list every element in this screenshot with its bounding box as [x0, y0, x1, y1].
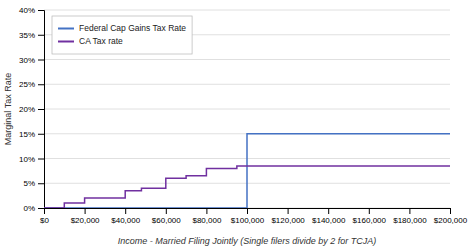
tick: $40,000: [111, 208, 140, 225]
tick-label: $160,000: [353, 216, 387, 225]
tick-mark: [125, 208, 126, 214]
tick-mark: [166, 208, 167, 214]
tick-mark: [288, 208, 289, 214]
tick-mark: [38, 159, 44, 160]
tick: 0%: [23, 204, 44, 213]
tick-mark: [38, 208, 44, 209]
tick-label: 20%: [19, 105, 35, 114]
legend-item: Federal Cap Gains Tax Rate: [58, 23, 186, 33]
grid-line: [44, 109, 450, 110]
tick: 40%: [19, 6, 44, 15]
tick-mark: [409, 208, 410, 214]
tick: 10%: [19, 155, 44, 164]
legend-box: [52, 16, 192, 54]
tick-mark: [38, 60, 44, 61]
tick: 5%: [23, 179, 44, 188]
tick-label: $100,000: [231, 216, 265, 225]
tick: 15%: [19, 130, 44, 139]
y-axis: 0% 5% 10% 15% 20% 25% 30% 35% 40%: [19, 6, 45, 213]
tick: $80,000: [192, 208, 221, 225]
legend: Federal Cap Gains Tax Rate CA Tax rate: [52, 16, 192, 54]
grid-line: [44, 84, 450, 85]
tick-label: $180,000: [393, 216, 427, 225]
tick-mark: [206, 208, 207, 214]
legend-swatch: [58, 28, 74, 30]
tick: 35%: [19, 31, 44, 40]
tick-mark: [38, 109, 44, 110]
legend-item: CA Tax rate: [58, 36, 123, 46]
x-axis: $0 $20,000 $40,000 $60,000 $80,000 $100,000 $1…: [40, 208, 468, 225]
series-line: [44, 166, 450, 208]
tick: $200,000: [434, 208, 468, 225]
tick: $60,000: [152, 208, 181, 225]
tick: 20%: [19, 105, 44, 114]
grid: [44, 10, 450, 208]
grid-line: [44, 59, 450, 60]
tick-mark: [450, 208, 451, 214]
tick-mark: [85, 208, 86, 214]
tick-label: $80,000: [192, 216, 221, 225]
tick: 30%: [19, 56, 44, 65]
tick-label: $20,000: [71, 216, 100, 225]
legend-label: Federal Cap Gains Tax Rate: [79, 23, 186, 33]
tick-mark: [38, 35, 44, 36]
tick: $160,000: [353, 208, 387, 225]
axis-line: [38, 11, 45, 209]
tick-mark: [38, 134, 44, 135]
axis-line: [45, 209, 451, 215]
grid-line: [44, 10, 450, 11]
tick-mark: [328, 208, 329, 214]
tick-label: $140,000: [312, 216, 346, 225]
tick: $140,000: [312, 208, 346, 225]
tick-label: 5%: [23, 179, 35, 188]
tick: $0: [40, 208, 49, 225]
tick-mark: [38, 10, 44, 11]
tick-mark: [38, 183, 44, 184]
tick-label: $0: [40, 216, 49, 225]
lines: [44, 134, 450, 208]
tick-mark: [247, 208, 248, 214]
tick-mark: [369, 208, 370, 214]
tick: $120,000: [271, 208, 305, 225]
legend-swatch: [58, 41, 74, 43]
tick-label: 40%: [19, 6, 35, 15]
tick-label: 15%: [19, 130, 35, 139]
tick-label: $200,000: [434, 216, 468, 225]
tick-label: 30%: [19, 56, 35, 65]
tick: $180,000: [393, 208, 427, 225]
tick-label: $40,000: [111, 216, 140, 225]
tick-label: $120,000: [271, 216, 305, 225]
series-line: [44, 134, 450, 208]
tick-label: 10%: [19, 155, 35, 164]
tick-label: 25%: [19, 80, 35, 89]
tick-mark: [38, 84, 44, 85]
tick-label: 0%: [23, 204, 35, 213]
chart: $0 $20,000 $40,000 $60,000 $80,000 $100,000 $1…: [0, 0, 474, 250]
tick: $100,000: [231, 208, 265, 225]
plot: $0 $20,000 $40,000 $60,000 $80,000 $100,000 $1…: [19, 6, 468, 225]
tick-label: $60,000: [152, 216, 181, 225]
x-axis-title: Income - Married Filing Jointly (Single …: [118, 236, 377, 246]
legend-label: CA Tax rate: [79, 36, 123, 46]
y-axis-title: Marginal Tax Rate: [3, 73, 13, 145]
tick: 25%: [19, 80, 44, 89]
tick-label: 35%: [19, 31, 35, 40]
tick: $20,000: [71, 208, 100, 225]
